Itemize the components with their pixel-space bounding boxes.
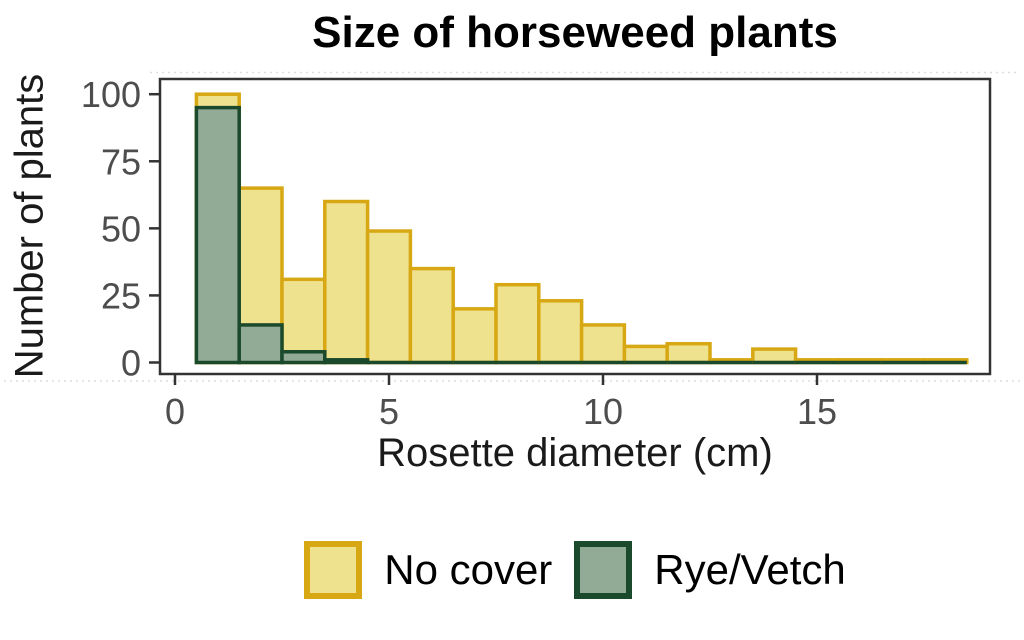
bar-no-cover-bin-5 — [365, 229, 413, 365]
bar-rye-vetch-bin-1 — [194, 105, 241, 365]
y-tick-label-0: 0 — [121, 343, 141, 384]
bar-rye-vetch-bin-3 — [280, 350, 327, 365]
y-tick-label-75: 75 — [101, 141, 141, 182]
bar-no-cover-bin-4 — [323, 199, 370, 365]
y-tick-label-50: 50 — [101, 208, 141, 249]
chart-title: Size of horseweed plants — [312, 8, 838, 57]
y-tick-label-100: 100 — [81, 74, 141, 115]
x-tick-label-5: 5 — [379, 391, 399, 432]
legend: No cover Rye/Vetch — [160, 538, 990, 602]
rye-vetch-swatch — [574, 541, 633, 599]
bar-no-cover-bin-6 — [408, 266, 455, 365]
x-axis-title: Rosette diameter (cm) — [377, 431, 773, 475]
no-cover-swatch — [304, 541, 363, 599]
legend-item-no-cover: No cover — [304, 541, 552, 599]
bar-rye-vetch-bin-4 — [323, 358, 370, 365]
panel-border — [158, 77, 992, 376]
x-tick-label-10: 10 — [583, 391, 623, 432]
bar-no-cover-bin-7 — [451, 307, 498, 365]
no-cover-label: No cover — [384, 546, 553, 593]
x-tick-label-15: 15 — [797, 391, 837, 432]
bar-no-cover-bin-10 — [579, 323, 627, 365]
bar-rye-vetch-bin-2 — [237, 323, 284, 365]
rye-vetch-label: Rye/Vetch — [654, 546, 846, 593]
bar-no-cover-bin-12 — [665, 341, 712, 365]
legend-item-rye-vetch: Rye/Vetch — [574, 541, 846, 599]
y-tick-label-25: 25 — [101, 275, 141, 316]
bar-no-cover-bin-9 — [537, 299, 584, 365]
y-axis-title-text: Number of plants — [7, 73, 52, 379]
x-tick-label-0: 0 — [165, 391, 185, 432]
bar-no-cover-bin-8 — [494, 282, 541, 365]
bar-no-cover-bin-14 — [751, 347, 798, 365]
bar-no-cover-bin-11 — [622, 344, 669, 365]
